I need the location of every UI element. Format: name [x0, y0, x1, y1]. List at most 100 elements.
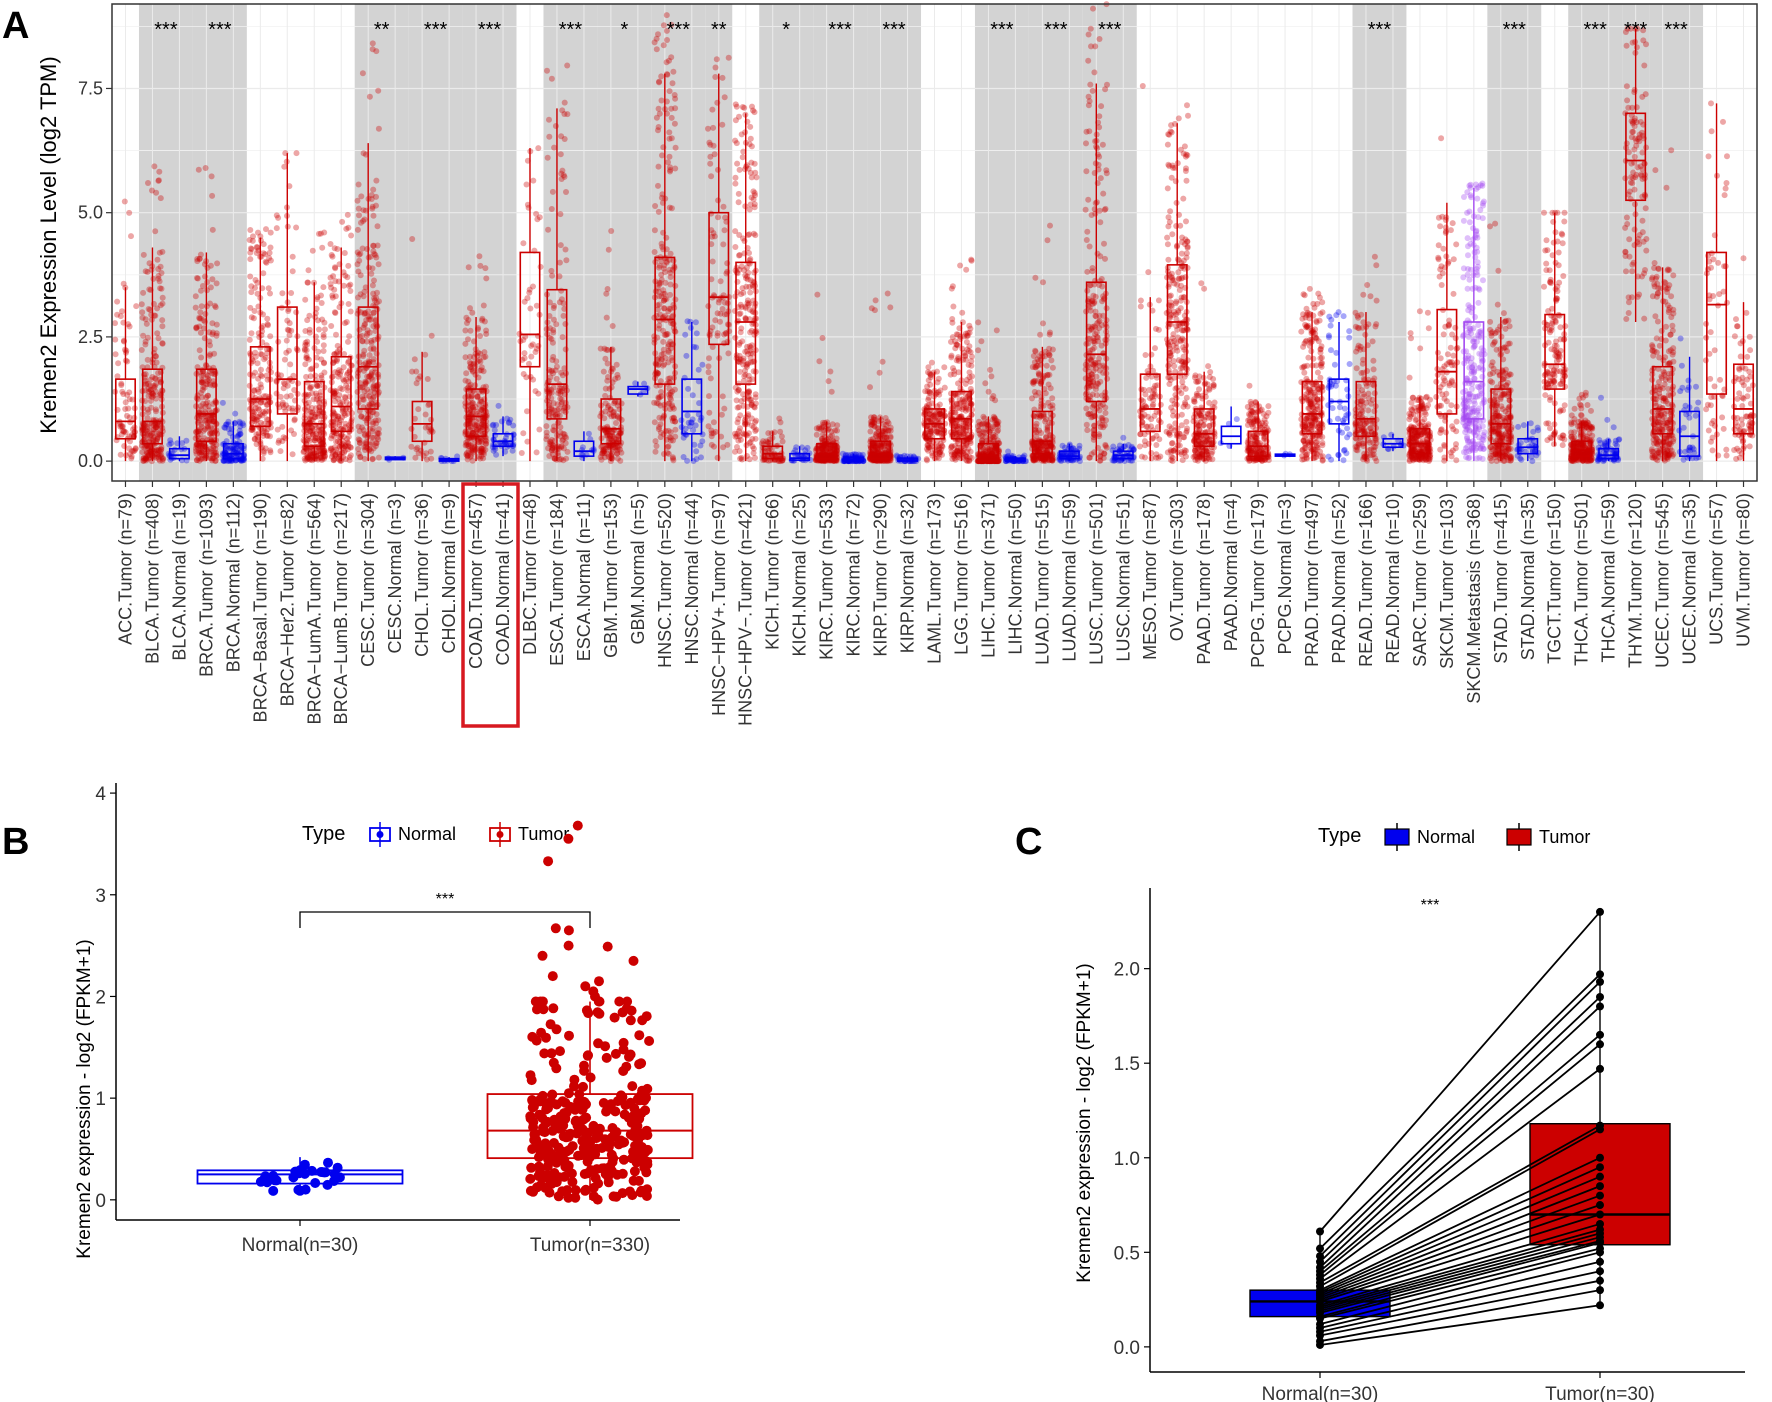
data-point [193, 325, 200, 332]
data-point [263, 226, 269, 233]
data-point [293, 150, 300, 157]
data-point [672, 296, 679, 303]
data-point [157, 195, 164, 202]
data-point [982, 380, 989, 387]
data-point [1040, 374, 1047, 381]
data-point [951, 455, 958, 462]
data-point [748, 350, 754, 357]
data-point [1038, 397, 1045, 404]
data-point [147, 382, 154, 389]
data-point [966, 400, 973, 407]
data-point [273, 390, 280, 397]
data-point [336, 419, 343, 426]
data-point [739, 104, 746, 110]
data-point [239, 420, 246, 427]
data-point [150, 422, 157, 429]
data-point [129, 396, 136, 403]
data-point [966, 458, 973, 464]
data-point [156, 376, 163, 383]
data-point [210, 382, 217, 389]
data-point [659, 152, 665, 159]
data-point [354, 261, 361, 268]
data-point [354, 226, 361, 233]
data-point [1033, 420, 1040, 427]
data-point [884, 290, 891, 297]
data-point [159, 340, 166, 347]
data-point [146, 454, 153, 461]
data-point [941, 364, 948, 371]
data-point [207, 455, 214, 462]
data-point [1037, 331, 1044, 338]
data-point [206, 417, 212, 424]
data-point [957, 333, 964, 340]
data-point [489, 422, 496, 429]
data-point [155, 275, 162, 282]
data-point [825, 378, 832, 385]
data-point [279, 290, 286, 297]
data-point [332, 310, 339, 316]
data-point [209, 320, 216, 327]
data-point [208, 173, 215, 180]
data-point [139, 309, 146, 316]
data-point [234, 449, 241, 456]
data-point [202, 311, 209, 317]
data-point [129, 432, 135, 438]
data-point [710, 124, 717, 131]
data-point [361, 310, 368, 316]
data-point [469, 457, 476, 464]
data-point [354, 249, 361, 256]
data-point [197, 417, 204, 424]
data-point [117, 451, 124, 458]
data-point [655, 163, 662, 170]
data-point [670, 301, 677, 308]
data-point [532, 388, 539, 395]
data-point [146, 286, 153, 293]
data-point [124, 391, 131, 398]
data-point [422, 411, 429, 418]
data-point [477, 398, 484, 405]
data-point [737, 436, 744, 443]
data-point [558, 287, 565, 294]
data-point [658, 73, 665, 80]
data-point [609, 323, 616, 329]
data-point [148, 389, 155, 396]
data-point [369, 46, 376, 53]
data-point [995, 423, 1002, 430]
data-point [656, 424, 663, 431]
data-point [369, 419, 376, 425]
data-point [364, 246, 371, 252]
data-point [708, 173, 715, 180]
data-point [196, 314, 203, 321]
data-point [314, 435, 321, 442]
data-point [601, 345, 608, 352]
data-point [193, 324, 200, 331]
data-point [543, 423, 550, 430]
data-point [683, 352, 690, 359]
data-point [560, 430, 567, 437]
data-point [273, 212, 280, 219]
data-point [735, 199, 742, 206]
data-point [950, 303, 957, 310]
data-point [289, 253, 296, 260]
data-point [545, 226, 552, 233]
data-point [867, 428, 874, 435]
data-point [547, 374, 554, 381]
data-point [719, 393, 726, 400]
data-point [937, 426, 944, 433]
data-point [316, 404, 323, 411]
data-point [354, 310, 361, 317]
data-point [603, 314, 610, 321]
data-point [154, 305, 161, 312]
data-point [306, 312, 313, 319]
data-point [149, 187, 155, 194]
data-point [320, 284, 327, 291]
data-point [321, 359, 327, 366]
data-point [154, 447, 160, 454]
data-point [309, 247, 316, 254]
data-point [868, 414, 874, 421]
data-point [194, 457, 200, 463]
data-point [207, 445, 214, 452]
data-point [251, 418, 258, 425]
data-point [147, 306, 153, 313]
data-point [358, 384, 365, 391]
